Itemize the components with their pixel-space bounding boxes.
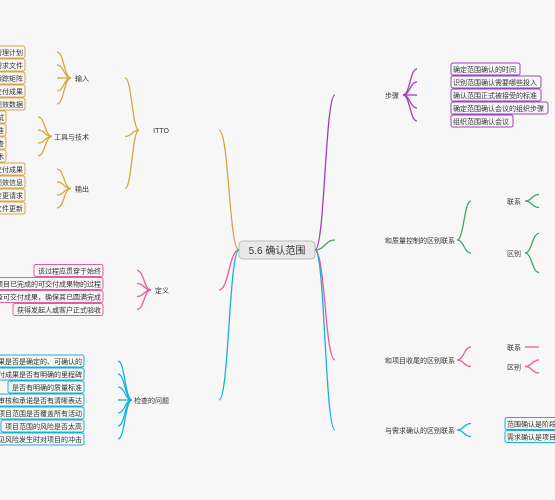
node-label: 可交付成果是否是确定的、可确认的 [0,357,82,366]
node-label: 需求文件 [0,61,23,70]
node-label: 需求确认是项目前期干系方通过口开需求评审会的方式对论范围成一个需求说明书、确认签… [507,433,555,442]
node-label: 项目范围的风险是否太高 [5,422,82,431]
node-label: 检查、评审、审查、走查、巡检、测试 [0,113,4,122]
node-label: 联系 [507,197,521,206]
node-label: 审核和承诺是否有清晰表达 [0,396,82,405]
node-label: 正式验收项目已完成的可交付成果物的过程 [0,280,101,289]
node-label: 是否有明确的质量标准 [12,383,82,392]
node-label: 识别范围确认需要哪些投入 [453,78,537,87]
node-label: 变更请求 [0,191,23,200]
node-label: 和质量控制的区别联系 [385,236,455,245]
node-label: 定义 [155,286,169,295]
node-label: 获得发起人或客户正式验收 [17,306,101,315]
node-label: 输入 [75,74,89,83]
node-label: 项目范围是否覆盖所有活动 [0,409,82,418]
node-label: 检查的问题 [134,396,169,405]
node-label: 工作绩效信息 [0,178,23,187]
node-label: 步骤 [385,91,399,100]
node-label: 范围确认是阶段性的验收 [507,420,555,429]
node-label: 和项目收尾的区别联系 [385,356,455,365]
node-label: 需求跟踪矩阵 [0,74,23,83]
node-label: 核实的可交付成果 [0,87,23,96]
node-label: 管理层是否能够降低可预见风险发生时对项目的冲击 [0,435,82,444]
node-label: 工具与技术 [54,133,89,142]
node-label: 组织范围确认会议 [453,117,509,126]
node-label: 输出 [75,185,89,194]
mindmap-canvas: 5.6 确认范围 ITTO 输入 项目管理计划需求文件需求跟踪矩阵核实的可交付成果工作… [0,0,555,500]
node-label: 确定范围确认会议的组织步骤 [453,104,544,113]
center-node: 5.6 确认范围 [249,244,306,257]
node-label: 联系 [507,343,521,352]
node-label: 项目管理计划 [0,48,23,57]
node-label: 与需求确认的区别联系 [385,426,455,435]
node-label: 确认范围正式被接受的标准 [453,91,537,100]
node-label: 项目文件更新 [0,204,23,213]
node-label: 包括和客户一起审查可交付成果，确保其已圆满完成 [0,293,101,302]
node-label: 检查 [0,139,4,148]
node-label: ITTO [153,128,169,135]
node-label: 验收的可交付成果 [0,165,23,174]
node-label: 群体决策技术 [0,152,4,161]
node-label: 每个可交付成果是否有明确的里程碑 [0,370,82,379]
node-label: 区别 [507,249,521,258]
node-label: 验证可交付成果物符合要求和产品的验收标准 [0,126,4,135]
node-label: 确定范围确认的时间 [453,65,516,74]
node-label: 工作绩效数据 [0,100,23,109]
node-label: 该过程应贯穿于始终 [38,267,101,276]
node-label: 区别 [507,363,521,372]
